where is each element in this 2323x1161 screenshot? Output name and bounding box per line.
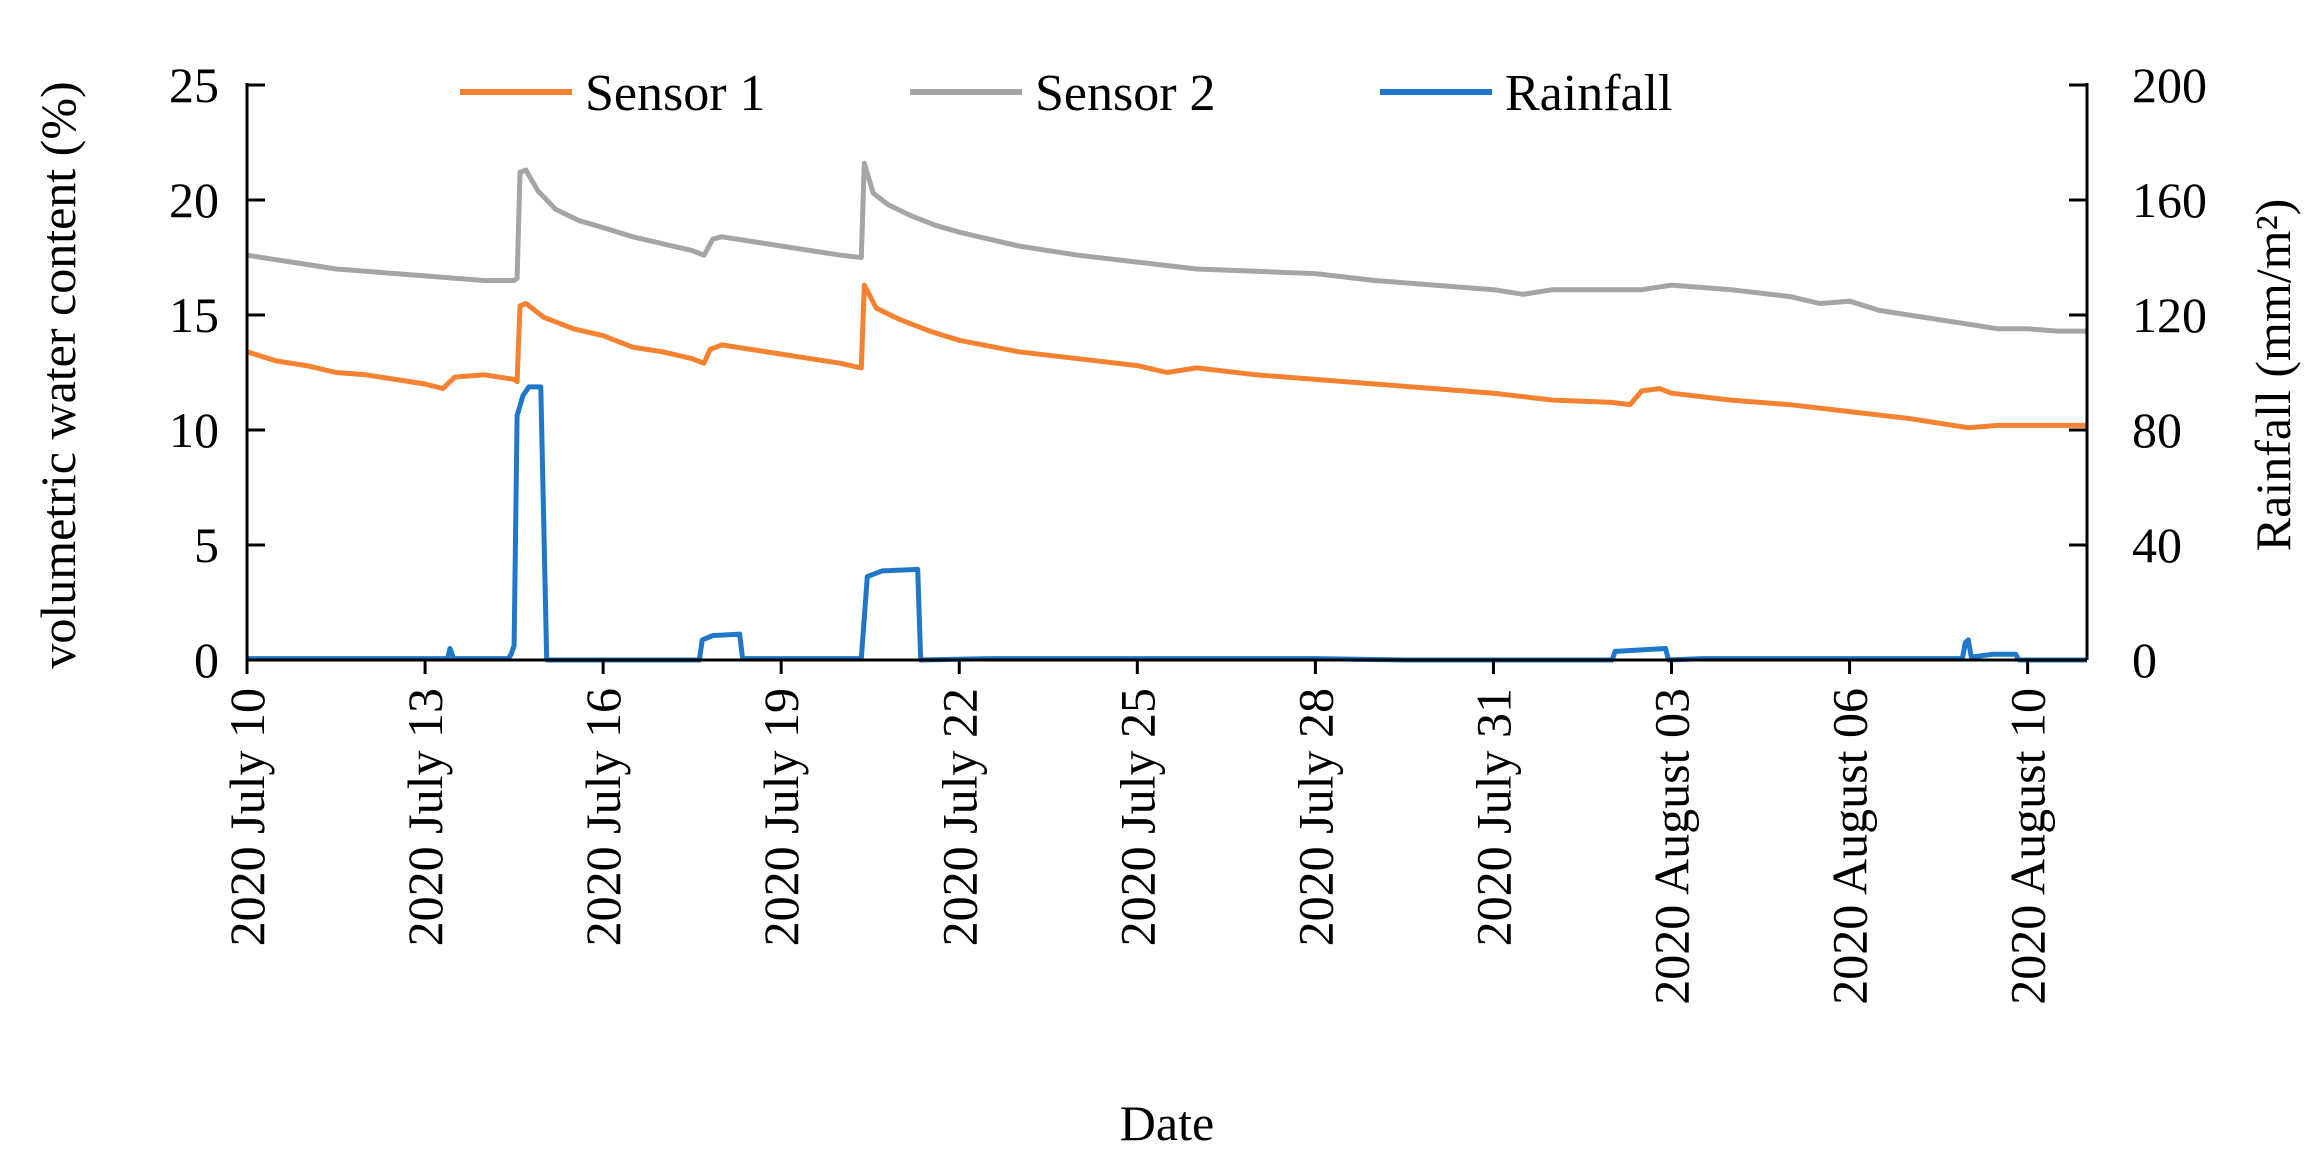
x-tick-label: 2020 July 19 [753, 688, 809, 946]
y2-tick-label: 80 [2132, 402, 2182, 458]
legend-label-2: Sensor 2 [1035, 65, 1216, 122]
y2-tick-label: 120 [2132, 287, 2207, 343]
x-tick-label: 2020 August 10 [2000, 688, 2056, 1005]
series-line-1 [246, 282, 2087, 431]
y-tick-label: 0 [194, 632, 219, 688]
y2-tick-label: 40 [2132, 517, 2182, 573]
legend-label-1: Sensor 1 [585, 65, 766, 122]
y2-axis-title: Rainfall (mm/m²) [2245, 199, 2301, 551]
x-tick-label: 2020 July 13 [397, 688, 453, 946]
y-axis-title: volumetric water content (%) [30, 81, 86, 668]
series-line-2 [246, 160, 2087, 334]
x-tick-label: 2020 July 16 [575, 688, 631, 946]
x-tick-label: 2020 July 28 [1287, 688, 1343, 946]
legend: Sensor 1 Sensor 2 Rainfall [460, 65, 1673, 122]
x-tick-label: 2020 August 06 [1822, 688, 1878, 1005]
y2-tick-label: 0 [2132, 632, 2157, 688]
x-tick-label: 2020 July 22 [931, 688, 987, 946]
x-tick-label: 2020 August 03 [1644, 688, 1700, 1005]
y2-tick-label: 200 [2132, 57, 2207, 113]
y-tick-label: 25 [169, 57, 219, 113]
y-tick-label: 5 [194, 517, 219, 573]
legend-label-3: Rainfall [1505, 65, 1673, 122]
x-tick-label: 2020 July 10 [219, 688, 275, 946]
axes-layer [245, 83, 2089, 662]
y-tick-label: 15 [169, 287, 219, 343]
y2-tick-label: 160 [2132, 172, 2207, 228]
x-axis-title: Date [1120, 1095, 1214, 1151]
x-tick-label: 2020 July 25 [1109, 688, 1165, 946]
y-tick-label: 20 [169, 172, 219, 228]
x-tick-label: 2020 July 31 [1466, 688, 1522, 946]
y-tick-label: 10 [169, 402, 219, 458]
ticks-layer: 0 5 10 15 20 25 0 40 80 120 160 200 2020 July 10 2020… [169, 57, 2207, 1005]
